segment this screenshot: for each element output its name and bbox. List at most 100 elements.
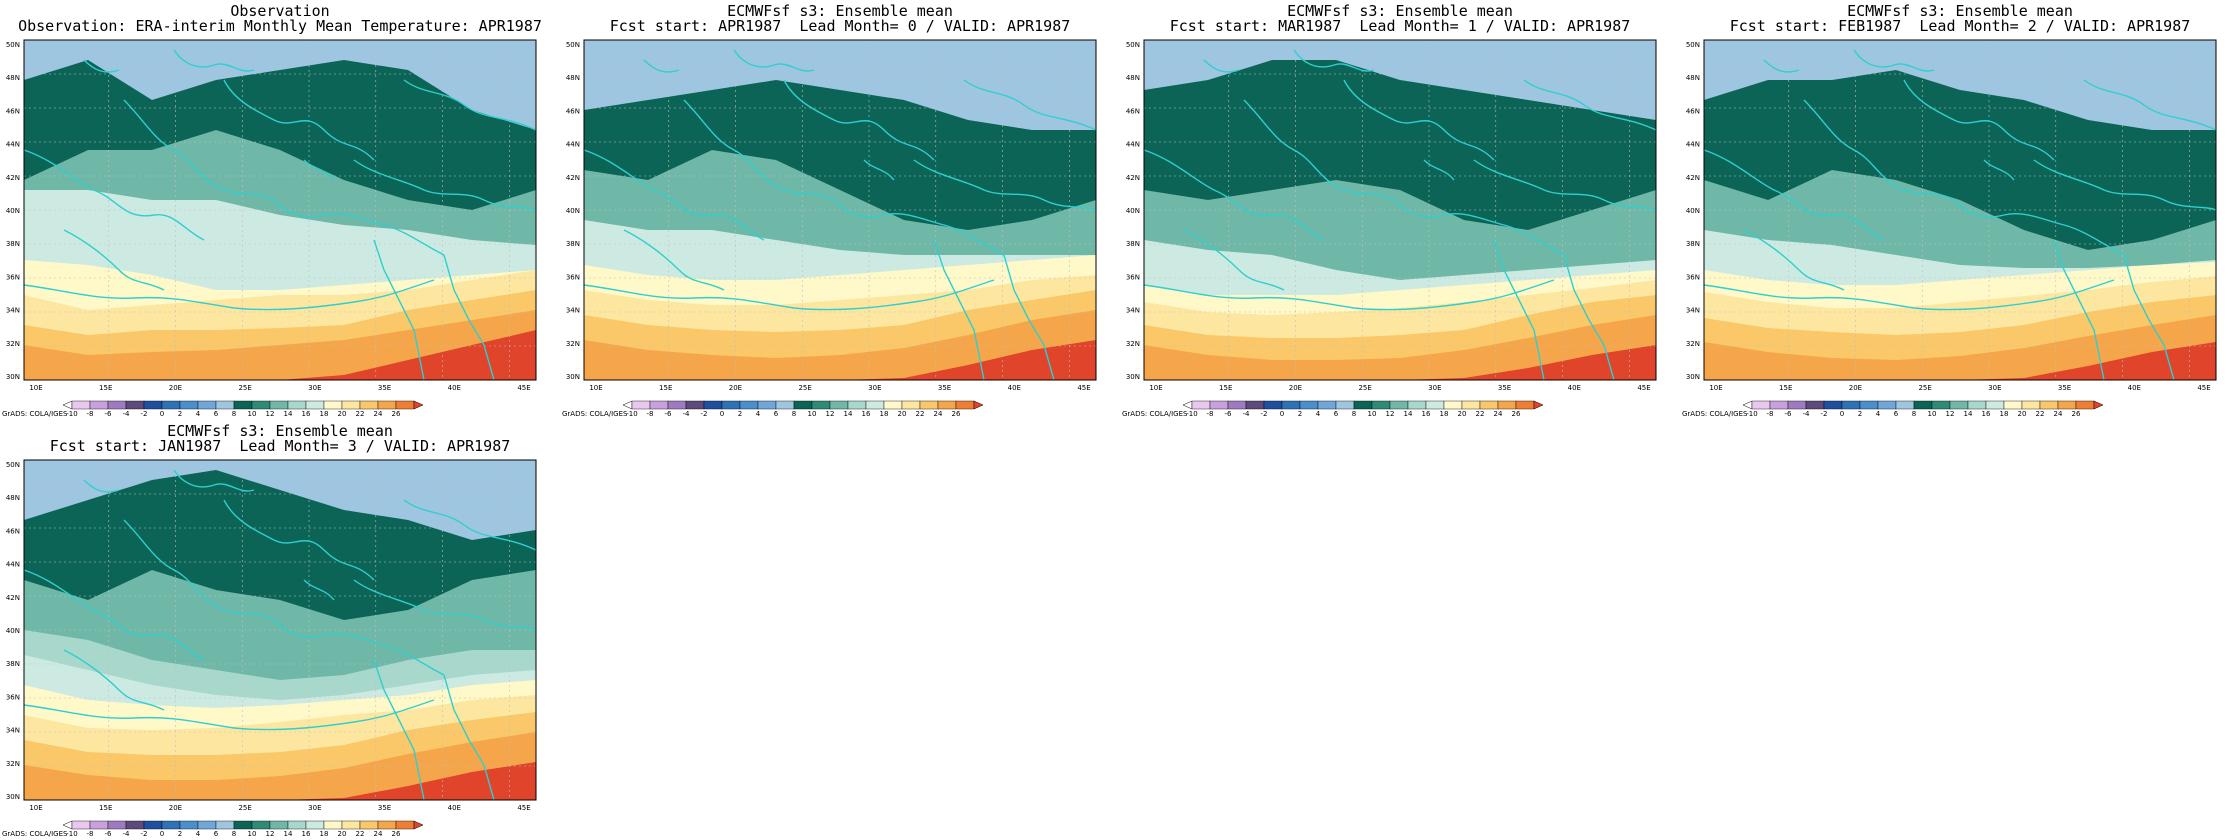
- colorbar-swatch: [865, 400, 885, 410]
- colorbar-tick-label: -2: [141, 830, 148, 838]
- colorbar-tick-label: -6: [105, 830, 113, 838]
- lon-tick-label: 45E: [1077, 384, 1090, 392]
- colorbar-arrow-right: [413, 400, 424, 410]
- panel-subtitle: Fcst start: MAR1987 Lead Month= 1 / VALI…: [1169, 17, 1631, 35]
- colorbar: -10 -8 -6 -4 -2 0 2 4 6 8 10 12 14 16 18 20 22 24 26GrADS:…: [2, 820, 424, 838]
- lon-tick-label: 25E: [238, 804, 251, 812]
- lat-tick-label: 42N: [6, 594, 20, 602]
- coastlines: [23, 49, 537, 381]
- colorbar-tick-label: 6: [214, 410, 219, 418]
- colorbar-swatch: [757, 400, 777, 410]
- lat-tick-label: 40N: [566, 207, 580, 215]
- lat-tick-label: 40N: [6, 207, 20, 215]
- map-frame: [23, 459, 537, 801]
- lon-tick-label: 15E: [1219, 384, 1232, 392]
- colorbar: -10 -8 -6 -4 -2 0 2 4 6 8 10 12 14 16 18 20 22 24 26GrADS:…: [1122, 400, 1544, 418]
- colorbar-tick-label: 18: [2000, 410, 2009, 418]
- colorbar-tick-label: 20: [898, 410, 907, 418]
- colorbar-tick-label: 10: [248, 830, 257, 838]
- panel-title: ECMWFsf s3: Ensemble mean: [1287, 2, 1513, 20]
- lon-tick-label: 45E: [1637, 384, 1650, 392]
- grid-lines: [24, 460, 536, 800]
- lat-tick-label: 44N: [566, 141, 580, 149]
- colorbar-swatch: [721, 400, 741, 410]
- colorbar-tick-label: -4: [1243, 410, 1251, 418]
- lon-tick-label: 20E: [169, 804, 182, 812]
- colorbar-swatch: [287, 400, 307, 410]
- lon-tick-label: 15E: [659, 384, 672, 392]
- colorbar-swatch: [71, 400, 91, 410]
- colorbar-swatch: [1335, 400, 1355, 410]
- lat-tick-label: 40N: [6, 627, 20, 635]
- colorbar-tick-label: -8: [1207, 410, 1214, 418]
- colorbar-swatch: [1895, 400, 1915, 410]
- colorbar-tick-label: -4: [123, 830, 131, 838]
- colorbar-tick-label: 22: [916, 410, 925, 418]
- colorbar-swatch: [2075, 400, 2095, 410]
- lat-tick-label: 44N: [1686, 141, 1700, 149]
- lat-tick-label: 50N: [6, 41, 20, 49]
- colorbar-swatch: [71, 820, 91, 830]
- colorbar-tick-label: 22: [1476, 410, 1485, 418]
- colorbar-arrow-left: [1182, 400, 1193, 410]
- colorbar-tick-label: 2: [1298, 410, 1302, 418]
- colorbar-swatch: [1461, 400, 1481, 410]
- lat-tick-label: 44N: [6, 141, 20, 149]
- colorbar-tick-label: 18: [320, 830, 329, 838]
- colorbar-swatch: [323, 820, 343, 830]
- grads-credit: GrADS: COLA/IGES: [1682, 410, 1748, 418]
- contour-band: [584, 340, 1096, 380]
- colorbar-tick-label: 14: [284, 830, 293, 838]
- colorbar-tick-label: 14: [284, 410, 293, 418]
- lat-tick-label: 48N: [1126, 74, 1140, 82]
- colorbar-tick-label: -4: [683, 410, 691, 418]
- colorbar-tick-label: 14: [844, 410, 853, 418]
- colorbar-swatch: [1841, 400, 1861, 410]
- contour-band: [584, 365, 1096, 380]
- colorbar-tick-label: 16: [302, 410, 311, 418]
- colorbar-tick-label: 6: [214, 830, 219, 838]
- lon-tick-label: 15E: [99, 804, 112, 812]
- colorbar-tick-label: 8: [232, 410, 236, 418]
- lat-tick-label: 36N: [6, 273, 20, 281]
- colorbar-tick-label: -8: [1767, 410, 1774, 418]
- colorbar-swatch: [215, 400, 235, 410]
- contour-band: [1704, 342, 2216, 380]
- lat-tick-label: 46N: [6, 527, 20, 535]
- temperature-map: 50N 48N 46N 44N 42N 40N 38N 36N 34N 32N 30N 10E 15E 2…: [6, 459, 537, 812]
- colorbar-tick-label: 0: [720, 410, 724, 418]
- colorbar-swatch: [269, 820, 289, 830]
- contour-band: [1144, 372, 1656, 380]
- colorbar-swatch: [377, 820, 397, 830]
- colorbar-swatch: [1479, 400, 1499, 410]
- colorbar-swatch: [1389, 400, 1409, 410]
- contour-band: [1704, 315, 2216, 380]
- colorbar-arrow-right: [973, 400, 984, 410]
- colorbar-tick-label: 18: [880, 410, 889, 418]
- lon-tick-label: 25E: [1358, 384, 1371, 392]
- temperature-map: 50N 48N 46N 44N 42N 40N 38N 36N 34N 32N 30N 10E 15E 2…: [566, 39, 1097, 392]
- lat-tick-label: 50N: [6, 461, 20, 469]
- lon-tick-label: 30E: [308, 384, 321, 392]
- colorbar-swatch: [107, 400, 127, 410]
- panel-subtitle: Fcst start: APR1987 Lead Month= 0 / VALI…: [609, 17, 1071, 35]
- lat-tick-label: 38N: [6, 660, 20, 668]
- lat-tick-label: 36N: [1686, 273, 1700, 281]
- grads-credit: GrADS: COLA/IGES: [562, 410, 628, 418]
- colorbar-swatch: [395, 820, 415, 830]
- lat-tick-label: 36N: [1126, 273, 1140, 281]
- colorbar-tick-label: 12: [826, 410, 835, 418]
- colorbar-swatch: [1805, 400, 1825, 410]
- lon-tick-label: 20E: [1849, 384, 1862, 392]
- colorbar-tick-label: 24: [1494, 410, 1503, 418]
- colorbar-tick-label: 20: [338, 830, 347, 838]
- lon-tick-label: 15E: [1779, 384, 1792, 392]
- map-frame: [1143, 39, 1657, 381]
- colorbar-swatch: [1751, 400, 1771, 410]
- colorbar-tick-label: -8: [87, 830, 94, 838]
- lat-tick-label: 32N: [566, 340, 580, 348]
- colorbar-tick-label: -6: [1225, 410, 1233, 418]
- colorbar-swatch: [341, 820, 361, 830]
- colorbar-tick-label: 26: [392, 830, 401, 838]
- map-panel-lead-1: ECMWFsf s3: Ensemble mean Fcst start: MA…: [1120, 0, 1680, 420]
